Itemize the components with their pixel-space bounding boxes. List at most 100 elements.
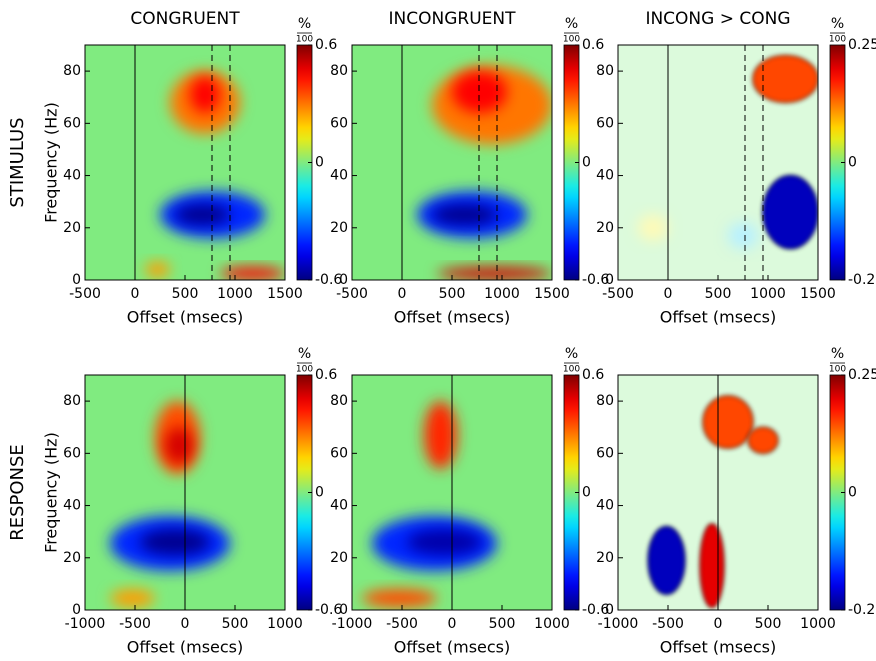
colorbar-tick-label: -0.6 bbox=[582, 272, 609, 288]
x-tick-label: -500 bbox=[386, 616, 418, 632]
x-tick-label: -500 bbox=[652, 616, 684, 632]
x-tick-label: 1000 bbox=[750, 286, 786, 302]
colorbar-unit: % bbox=[831, 346, 844, 362]
blob bbox=[752, 54, 818, 104]
colorbar-unit: % bbox=[298, 16, 311, 32]
blob bbox=[432, 204, 497, 226]
blob bbox=[140, 529, 210, 556]
x-tick-label: 500 bbox=[755, 616, 782, 632]
x-tick-label: -500 bbox=[69, 286, 101, 302]
x-tick-label: 0 bbox=[714, 616, 723, 632]
x-axis-label: Offset (msecs) bbox=[127, 638, 244, 657]
colorbar-tick-label: -0.25 bbox=[848, 272, 876, 288]
y-tick-label: 20 bbox=[330, 550, 348, 566]
x-tick-label: 1500 bbox=[534, 286, 570, 302]
y-tick-label: 60 bbox=[63, 445, 81, 461]
colorbar-tick-label: 0 bbox=[582, 155, 591, 171]
y-tick-label: 60 bbox=[63, 115, 81, 131]
x-tick-label: -1000 bbox=[65, 616, 106, 632]
y-tick-label: 80 bbox=[63, 393, 81, 409]
colorbar-tick-label: 0.6 bbox=[582, 367, 604, 383]
x-tick-label: 1500 bbox=[800, 286, 836, 302]
colorbar-tick-label: -0.6 bbox=[582, 602, 609, 618]
y-tick-label: 0 bbox=[605, 602, 614, 618]
y-tick-label: 40 bbox=[63, 498, 81, 514]
colorbar-unit: % bbox=[565, 16, 578, 32]
y-tick-label: 20 bbox=[63, 220, 81, 236]
panel-title: INCONGRUENT bbox=[389, 9, 517, 29]
blob bbox=[452, 71, 507, 113]
colorbar-tick-label: 0 bbox=[848, 485, 857, 501]
heatmap bbox=[352, 45, 552, 280]
blob bbox=[175, 204, 230, 226]
x-tick-label: 1500 bbox=[267, 286, 303, 302]
y-tick-label: 20 bbox=[596, 220, 614, 236]
y-tick-label: 20 bbox=[596, 550, 614, 566]
colorbar-tick-label: 0.25 bbox=[848, 37, 876, 53]
colorbar-unit: % bbox=[298, 346, 311, 362]
x-tick-label: 1000 bbox=[217, 286, 253, 302]
colorbar-unit: % bbox=[831, 16, 844, 32]
x-tick-label: -500 bbox=[119, 616, 151, 632]
x-tick-label: 0 bbox=[664, 286, 673, 302]
x-tick-label: 0 bbox=[131, 286, 140, 302]
colorbar-unit: % bbox=[565, 346, 578, 362]
heatmap bbox=[618, 375, 818, 610]
panel-title: INCONG > CONG bbox=[645, 9, 790, 29]
colorbar-denominator: 100 bbox=[296, 35, 313, 45]
x-tick-label: 1000 bbox=[267, 616, 303, 632]
x-axis-label: Offset (msecs) bbox=[394, 638, 511, 657]
colorbar-denominator: 100 bbox=[829, 35, 846, 45]
y-tick-label: 0 bbox=[339, 602, 348, 618]
blob bbox=[747, 426, 779, 455]
colorbar-denominator: 100 bbox=[829, 365, 846, 375]
colorbar-tick-label: -0.25 bbox=[848, 602, 876, 618]
y-tick-label: 0 bbox=[72, 272, 81, 288]
row-label: STIMULUS bbox=[7, 117, 28, 207]
colorbar-tick-label: 0 bbox=[582, 485, 591, 501]
blob bbox=[145, 261, 170, 278]
colorbar-tick-label: 0.6 bbox=[315, 37, 337, 53]
colorbar-tick-label: -0.6 bbox=[315, 272, 342, 288]
y-tick-label: 0 bbox=[605, 272, 614, 288]
blob bbox=[362, 589, 437, 608]
colorbar-tick-label: 0 bbox=[315, 155, 324, 171]
blob bbox=[110, 589, 155, 608]
x-axis-label: Offset (msecs) bbox=[660, 638, 777, 657]
y-axis-label: Frequency (Hz) bbox=[42, 102, 61, 223]
blob bbox=[190, 76, 220, 113]
y-tick-label: 60 bbox=[330, 115, 348, 131]
y-tick-label: 40 bbox=[63, 168, 81, 184]
x-tick-label: -1000 bbox=[332, 616, 373, 632]
x-tick-label: -500 bbox=[336, 286, 368, 302]
panel-title: CONGRUENT bbox=[130, 9, 240, 29]
blob bbox=[647, 525, 686, 596]
x-tick-label: 500 bbox=[439, 286, 466, 302]
y-tick-label: 60 bbox=[596, 445, 614, 461]
x-tick-label: 0 bbox=[448, 616, 457, 632]
blob bbox=[762, 174, 818, 250]
blob bbox=[702, 395, 754, 449]
heatmap bbox=[85, 375, 285, 610]
colorbar-tick-label: 0 bbox=[848, 155, 857, 171]
heatmap bbox=[85, 45, 285, 280]
x-tick-label: 500 bbox=[172, 286, 199, 302]
colorbar-tick-label: 0.6 bbox=[582, 37, 604, 53]
y-tick-label: 40 bbox=[330, 168, 348, 184]
y-tick-label: 80 bbox=[330, 63, 348, 79]
y-tick-label: 20 bbox=[330, 220, 348, 236]
blob bbox=[437, 266, 552, 280]
x-tick-label: 500 bbox=[489, 616, 516, 632]
colorbar-tick-label: 0.6 bbox=[315, 367, 337, 383]
y-tick-label: 60 bbox=[330, 445, 348, 461]
blob bbox=[699, 523, 725, 609]
y-tick-label: 0 bbox=[339, 272, 348, 288]
heatmap bbox=[352, 375, 552, 610]
blob bbox=[220, 266, 285, 280]
